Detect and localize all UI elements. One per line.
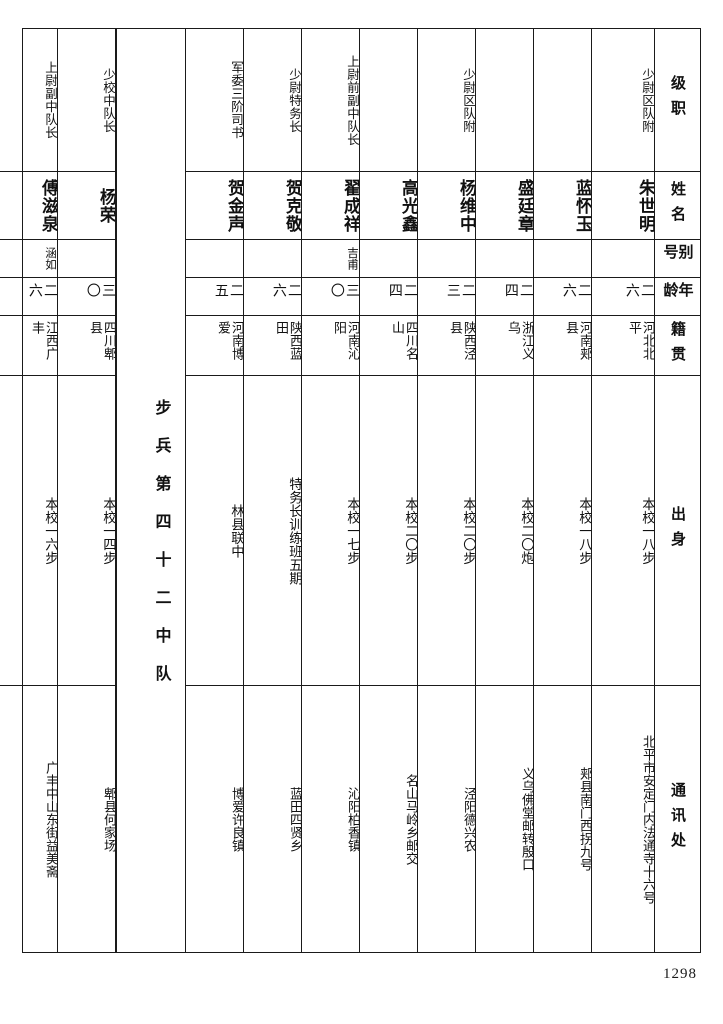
person-column: 少尉区队附 朱世明二六 河北北平 本校一八步北平市安定门内法通寺十六号 [591,29,654,952]
cell-edu: 本校二〇步 [418,376,475,686]
row-header-name: 姓名 [655,172,700,240]
cell-name: 傅滋泉 [0,172,57,240]
person-column: 少校中队长 杨荣三〇 四川郫县 本校一四步郫县何家场 [57,29,115,952]
cell-alias [186,240,243,278]
cell-alias [244,240,301,278]
row-header-rank: 级职 [655,29,700,172]
cell-edu: 本校二〇炮 [476,376,533,686]
cell-name: 贺克敬 [244,172,301,240]
cell-origin: 河南博爱 [186,316,243,376]
cell-rank [360,29,417,172]
cell-origin: 河南沁阳 [302,316,359,376]
cell-edu: 本校一六步 [0,376,57,686]
page-number: 1298 [663,966,697,982]
cell-name: 盛廷章 [476,172,533,240]
cell-addr: 沁阳柏香镇 [345,786,359,852]
cell-name: 杨荣 [58,172,115,240]
cell-origin: 河南郏县 [534,316,591,376]
person-column: 军委三阶司书 贺金声二五 河南博爱 林县联中博爱许良镇 [185,29,243,952]
cell-addr: 郫县何家场 [101,786,115,852]
person-column: 上尉副中队长 傅滋泉 涵如 二六 江西广丰 本校一六步广丰中山东街益美斋 [0,29,57,952]
cell-addr: 博爱许良镇 [229,786,243,852]
cell-age: 二六 [534,278,591,316]
person-column: 少尉特务长 贺克敬二六 陕西蓝田 特务长训练班五期蓝田四贤乡 [243,29,301,952]
row-header-edu: 出身 [655,376,700,686]
cell-origin: 陕西泾县 [418,316,475,376]
cell-age: 二六 [0,278,57,316]
cell-age: 二四 [360,278,417,316]
unit-section-label: 步兵第四十二中队 [115,29,185,952]
cell-alias: 吉甫 [302,240,359,278]
cell-age: 二六 [592,278,654,316]
cell-name: 翟成祥 [302,172,359,240]
row-header-addr: 通讯处 [669,781,687,857]
cell-age: 二六 [244,278,301,316]
cell-alias [418,240,475,278]
cell-rank: 上尉副中队长 [0,29,57,172]
cell-rank: 军委三阶司书 [186,29,243,172]
cell-alias [360,240,417,278]
cell-origin: 四川名山 [360,316,417,376]
row-header-column: 级职 姓名 别号 年龄 籍贯 出身通讯处 [654,29,700,952]
cell-edu: 特务长训练班五期 [244,376,301,686]
cell-origin: 河北北平 [592,316,654,376]
cell-addr: 广丰中山东街益美斋 [43,760,57,878]
person-column: 高光鑫二四 四川名山 本校二〇步名山马岭乡邮交 [359,29,417,952]
cell-alias [592,240,654,278]
row-header-origin: 籍贯 [655,316,700,376]
person-column: 盛廷章二四 浙江义乌 本校二〇炮义乌佛堂邮转殷口 [475,29,533,952]
cell-addr: 义乌佛堂邮转殷口 [519,767,533,871]
cell-name: 蓝怀玉 [534,172,591,240]
cell-origin: 浙江义乌 [476,316,533,376]
cell-origin: 江西广丰 [0,316,57,376]
cell-edu: 本校二〇步 [360,376,417,686]
person-column: 上尉前副中队长 翟成祥 吉甫 三〇 河南沁阳 本校一七步沁阳柏香镇 [301,29,359,952]
cell-addr: 泾阳德兴农 [461,786,475,852]
personnel-roster-table: 级职 姓名 别号 年龄 籍贯 出身 通讯处 少尉区队附 朱世明 二六 河北北平 本校一八步 北平市安定门… [0,28,701,953]
cell-alias: 涵如 [0,240,57,278]
cell-age: 三〇 [58,278,115,316]
cell-rank: 少尉区队附 [418,29,475,172]
cell-age: 二三 [418,278,475,316]
row-header-age: 年龄 [655,278,700,316]
cell-edu: 林县联中 [186,376,243,686]
cell-name: 朱世明 [592,172,654,240]
cell-edu: 本校一八步 [534,376,591,686]
cell-name: 高光鑫 [360,172,417,240]
unit-label-text: 步兵第四十二中队 [152,398,172,703]
cell-age: 二四 [476,278,533,316]
cell-rank [476,29,533,172]
cell-age: 三〇 [302,278,359,316]
cell-edu: 本校一七步 [302,376,359,686]
cell-alias [58,240,115,278]
cell-rank: 少尉区队附 [592,29,654,172]
cell-rank [534,29,591,172]
cell-addr: 郏县南门西拐九号 [577,767,591,871]
cell-edu: 本校一八步 [592,376,654,686]
cell-name: 杨维中 [418,172,475,240]
cell-rank: 少校中队长 [58,29,115,172]
cell-addr: 北平市安定门内法通寺十六号 [640,734,654,904]
unit-gap [116,29,138,952]
cell-addr: 蓝田四贤乡 [287,786,301,852]
cell-addr: 名山马岭乡邮交 [403,773,417,865]
cell-rank: 少尉特务长 [244,29,301,172]
cell-name: 贺金声 [186,172,243,240]
cell-origin: 陕西蓝田 [244,316,301,376]
cell-alias [476,240,533,278]
person-column: 少尉区队附 杨维中二三 陕西泾县 本校二〇步泾阳德兴农 [417,29,475,952]
cell-age: 二五 [186,278,243,316]
cell-origin: 四川郫县 [58,316,115,376]
cell-rank: 上尉前副中队长 [302,29,359,172]
cell-alias [534,240,591,278]
row-header-alias: 别号 [655,240,700,278]
person-column: 蓝怀玉二六 河南郏县 本校一八步郏县南门西拐九号 [533,29,591,952]
cell-edu: 本校一四步 [58,376,115,686]
